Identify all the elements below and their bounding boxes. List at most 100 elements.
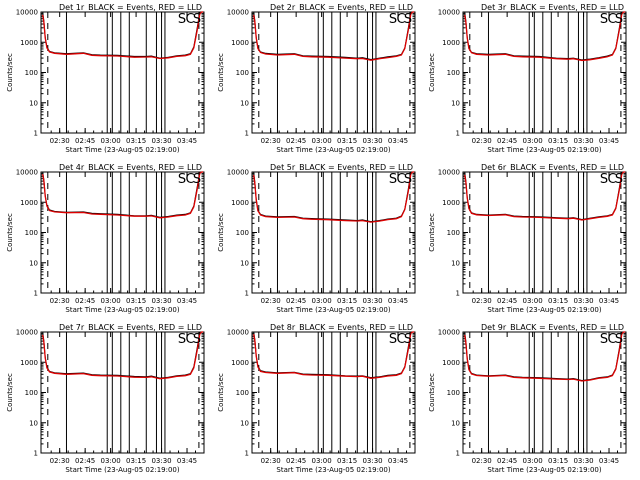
mode-annotation: C xyxy=(607,12,616,27)
y-tick-label: 10 xyxy=(451,419,460,427)
x-tick-label: 03:15 xyxy=(126,457,146,465)
mode-annotation: S xyxy=(389,12,397,27)
chart-title: Det 2r_BLACK = Events, RED = LLD xyxy=(270,3,413,12)
x-axis-label: Start Time (23-Aug-05 02:19:00) xyxy=(487,306,601,314)
y-axis-label: Counts/sec xyxy=(428,373,436,412)
x-axis-label: Start Time (23-Aug-05 02:19:00) xyxy=(65,306,179,314)
y-tick-label: 1 xyxy=(245,290,249,298)
x-tick-label: 03:45 xyxy=(177,137,197,145)
x-tick-label: 03:15 xyxy=(548,297,568,305)
mode-annotation: S xyxy=(404,12,412,27)
mode-annotation: C xyxy=(185,172,194,187)
plot-frame xyxy=(251,11,416,134)
x-tick-label: 02:45 xyxy=(75,457,95,465)
chart-title: Det 4r_BLACK = Events, RED = LLD xyxy=(59,163,202,172)
y-tick-label: 10000 xyxy=(16,169,38,177)
x-tick-label: 02:45 xyxy=(286,457,306,465)
x-tick-label: 02:30 xyxy=(50,457,70,465)
x-tick-label: 03:30 xyxy=(362,297,382,305)
mode-annotation: C xyxy=(396,12,405,27)
x-tick-label: 03:00 xyxy=(312,297,332,305)
y-tick-label: 10000 xyxy=(227,169,249,177)
y-tick-label: 1 xyxy=(456,450,460,458)
chart-title: Det 3r_BLACK = Events, RED = LLD xyxy=(481,3,624,12)
chart-title: Det 8r_BLACK = Events, RED = LLD xyxy=(270,323,413,332)
x-tick-label: 03:00 xyxy=(523,297,543,305)
chart-panel-7: 1 10 100 1000 10000 02:30 02:45 03:00 03:15 03:30… xyxy=(6,323,205,474)
x-tick-label: 02:30 xyxy=(472,297,492,305)
y-tick-label: 10000 xyxy=(16,9,38,17)
x-axis-label: Start Time (23-Aug-05 02:19:00) xyxy=(276,146,390,154)
x-axis-label: Start Time (23-Aug-05 02:19:00) xyxy=(65,146,179,154)
chart-title: Det 5r_BLACK = Events, RED = LLD xyxy=(270,163,413,172)
mode-annotation: C xyxy=(396,172,405,187)
x-tick-label: 03:15 xyxy=(337,137,357,145)
x-tick-label: 03:15 xyxy=(126,137,146,145)
chart-panel-5: 1 10 100 1000 10000 02:30 02:45 03:00 03:15 03:30… xyxy=(217,163,416,314)
lld-series-line xyxy=(42,331,204,380)
plot-frame xyxy=(462,11,627,134)
mode-annotation: C xyxy=(396,332,405,347)
y-tick-label: 10 xyxy=(240,419,249,427)
chart-panel-6: 1 10 100 1000 10000 02:30 02:45 03:00 03:15 03:30… xyxy=(428,163,627,314)
y-tick-label: 100 xyxy=(236,69,249,77)
x-tick-label: 02:30 xyxy=(261,137,281,145)
y-tick-label: 100 xyxy=(25,69,38,77)
y-tick-label: 1 xyxy=(34,450,38,458)
x-tick-label: 03:30 xyxy=(573,297,593,305)
chart-title: Det 7r_BLACK = Events, RED = LLD xyxy=(59,323,202,332)
x-tick-label: 03:00 xyxy=(101,137,121,145)
x-tick-label: 02:45 xyxy=(497,137,517,145)
y-tick-label: 100 xyxy=(447,229,460,237)
mode-annotation: S xyxy=(389,332,397,347)
x-tick-label: 03:30 xyxy=(362,137,382,145)
x-tick-label: 02:30 xyxy=(472,137,492,145)
y-tick-label: 1000 xyxy=(442,199,460,207)
x-tick-label: 03:30 xyxy=(151,297,171,305)
lld-series-line xyxy=(253,11,415,61)
y-axis-label: Counts/sec xyxy=(217,53,225,92)
chart-title: Det 1r_BLACK = Events, RED = LLD xyxy=(59,3,202,12)
x-tick-label: 03:30 xyxy=(151,137,171,145)
chart-panel-2: 1 10 100 1000 10000 02:30 02:45 03:00 03:15 03:30… xyxy=(217,3,416,154)
y-tick-label: 100 xyxy=(447,389,460,397)
mode-annotation: S xyxy=(389,172,397,187)
x-axis-label: Start Time (23-Aug-05 02:19:00) xyxy=(276,466,390,474)
mode-annotation: S xyxy=(193,172,201,187)
plot-frame xyxy=(40,331,205,454)
chart-panel-4: 1 10 100 1000 10000 02:30 02:45 03:00 03:15 03:30… xyxy=(6,163,205,314)
x-tick-label: 03:45 xyxy=(177,457,197,465)
y-tick-label: 10000 xyxy=(16,329,38,337)
mode-annotation: S xyxy=(600,332,608,347)
y-tick-label: 10 xyxy=(29,419,38,427)
y-tick-label: 100 xyxy=(25,389,38,397)
plot-frame xyxy=(251,171,416,294)
y-tick-label: 1 xyxy=(34,290,38,298)
mode-annotation: S xyxy=(178,332,186,347)
plot-frame xyxy=(251,331,416,454)
plot-frame xyxy=(462,171,627,294)
y-tick-label: 10000 xyxy=(227,329,249,337)
y-tick-label: 1000 xyxy=(442,359,460,367)
y-axis-label: Counts/sec xyxy=(217,373,225,412)
mode-annotation: S xyxy=(600,172,608,187)
y-tick-label: 100 xyxy=(447,69,460,77)
y-tick-label: 10 xyxy=(240,259,249,267)
y-tick-label: 10 xyxy=(451,259,460,267)
chart-panel-9: 1 10 100 1000 10000 02:30 02:45 03:00 03:15 03:30… xyxy=(428,323,627,474)
y-tick-label: 100 xyxy=(236,229,249,237)
x-tick-label: 03:30 xyxy=(362,457,382,465)
mode-annotation: S xyxy=(404,172,412,187)
mode-annotation: C xyxy=(185,332,194,347)
lld-series-line xyxy=(42,11,204,60)
x-tick-label: 03:30 xyxy=(151,457,171,465)
y-tick-label: 100 xyxy=(236,389,249,397)
mode-annotation: S xyxy=(600,12,608,27)
mode-annotation: S xyxy=(193,332,201,347)
mode-annotation: S xyxy=(615,12,623,27)
y-tick-label: 10000 xyxy=(438,169,460,177)
x-tick-label: 03:45 xyxy=(388,137,408,145)
mode-annotation: C xyxy=(185,12,194,27)
chart-title: Det 9r_BLACK = Events, RED = LLD xyxy=(481,323,624,332)
mode-annotation: S xyxy=(178,12,186,27)
